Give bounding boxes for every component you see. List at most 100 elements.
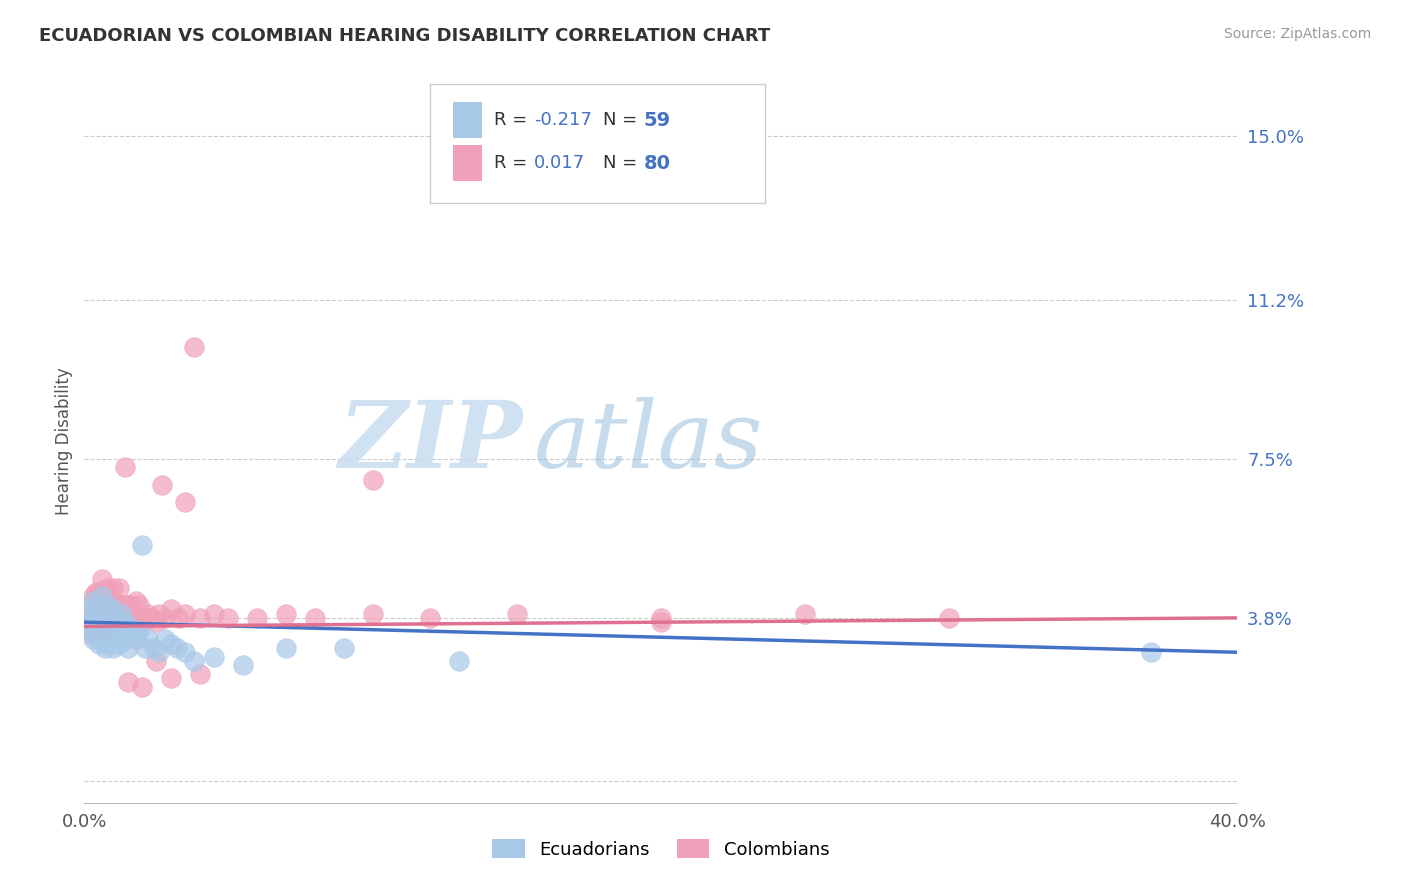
FancyBboxPatch shape <box>453 102 482 138</box>
Point <box>128 598 150 612</box>
Point <box>87 619 110 633</box>
Legend: Ecuadorians, Colombians: Ecuadorians, Colombians <box>492 839 830 859</box>
Text: R =: R = <box>494 111 533 129</box>
Point <box>87 615 110 630</box>
Point <box>79 602 101 616</box>
Point <box>98 632 121 647</box>
Text: -0.217: -0.217 <box>534 111 592 129</box>
Point <box>148 645 170 659</box>
Point <box>84 602 107 616</box>
Point <box>160 671 183 685</box>
Point <box>90 590 112 604</box>
Point <box>103 581 124 595</box>
Point <box>145 615 167 630</box>
Point <box>82 590 104 604</box>
Point <box>108 637 131 651</box>
Point <box>125 593 148 607</box>
Point <box>174 645 197 659</box>
Text: N =: N = <box>603 111 643 129</box>
Point <box>128 624 150 638</box>
FancyBboxPatch shape <box>453 145 482 181</box>
Text: atlas: atlas <box>534 397 763 486</box>
Point <box>131 538 153 552</box>
Point <box>82 632 104 647</box>
Point <box>114 615 136 630</box>
Point <box>114 615 136 630</box>
Point <box>108 615 131 630</box>
Point <box>90 572 112 586</box>
Point <box>650 611 672 625</box>
Y-axis label: Hearing Disability: Hearing Disability <box>55 368 73 516</box>
Point <box>136 607 159 621</box>
Point <box>136 632 159 647</box>
Point <box>90 632 112 647</box>
Point <box>93 619 115 633</box>
Point <box>361 473 384 487</box>
Text: R =: R = <box>494 154 538 172</box>
Text: ZIP: ZIP <box>339 397 523 486</box>
Point <box>134 611 156 625</box>
Point <box>333 640 356 655</box>
Point <box>84 619 107 633</box>
Point <box>105 598 128 612</box>
Point <box>87 585 110 599</box>
Point <box>134 640 156 655</box>
Point <box>105 628 128 642</box>
Point <box>87 637 110 651</box>
Point <box>145 654 167 668</box>
Point <box>117 615 139 630</box>
Point <box>276 607 298 621</box>
Point <box>148 607 170 621</box>
Point <box>188 666 211 681</box>
Point <box>79 624 101 638</box>
Point <box>93 585 115 599</box>
Point <box>90 590 112 604</box>
Point <box>120 615 142 630</box>
Text: 80: 80 <box>644 153 671 173</box>
Point <box>82 593 104 607</box>
Point <box>117 640 139 655</box>
Point <box>174 607 197 621</box>
Point <box>122 615 145 630</box>
Point <box>174 494 197 508</box>
Point <box>117 619 139 633</box>
Point <box>160 602 183 616</box>
Point <box>114 460 136 475</box>
Point <box>276 640 298 655</box>
Point <box>96 598 118 612</box>
Point <box>93 602 115 616</box>
Point <box>103 615 124 630</box>
Point <box>111 598 134 612</box>
Point <box>304 611 326 625</box>
Point <box>93 602 115 616</box>
Point <box>153 632 176 647</box>
Point <box>120 624 142 638</box>
Point <box>84 607 107 621</box>
Point <box>108 615 131 630</box>
Point <box>98 602 121 616</box>
Point <box>160 637 183 651</box>
Point <box>938 611 960 625</box>
Point <box>103 602 124 616</box>
Point <box>84 628 107 642</box>
Point <box>103 598 124 612</box>
Text: ECUADORIAN VS COLOMBIAN HEARING DISABILITY CORRELATION CHART: ECUADORIAN VS COLOMBIAN HEARING DISABILI… <box>39 27 770 45</box>
Point <box>128 615 150 630</box>
Point <box>76 598 98 612</box>
Point <box>108 598 131 612</box>
Point <box>183 340 205 354</box>
Point <box>87 624 110 638</box>
Point <box>103 619 124 633</box>
Point <box>87 602 110 616</box>
Point <box>139 611 162 625</box>
Point <box>96 615 118 630</box>
Point <box>650 615 672 630</box>
Point <box>79 624 101 638</box>
Point <box>120 598 142 612</box>
Point <box>96 581 118 595</box>
Point <box>105 615 128 630</box>
Point <box>125 632 148 647</box>
Point <box>93 619 115 633</box>
Point <box>150 477 173 491</box>
Point <box>111 607 134 621</box>
